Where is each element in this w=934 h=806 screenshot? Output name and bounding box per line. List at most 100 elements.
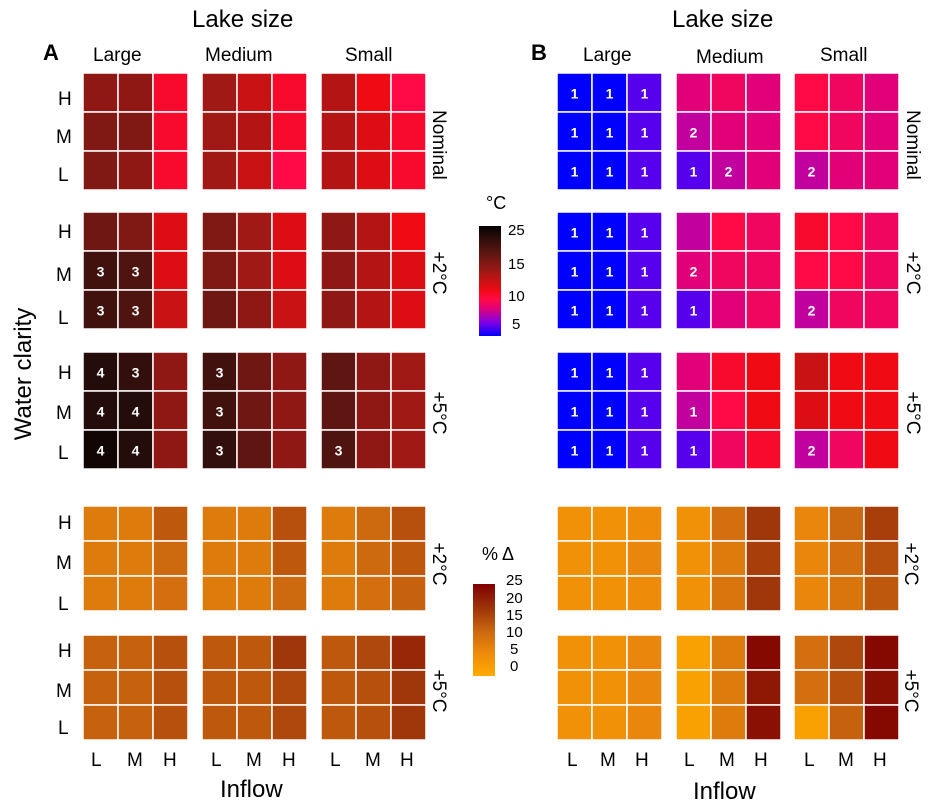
panel-a-pct-s1-medium-cell-r1-c2 bbox=[271, 669, 308, 706]
panel-b-temp-s2-large-label-r2-c2: 1 bbox=[641, 443, 649, 459]
panel-b-pct-s0-medium-cell-r1-c0 bbox=[675, 540, 712, 577]
panel-a-size-small: Small bbox=[345, 45, 393, 66]
panel-b-pct-s0-large-cell-r2-c0 bbox=[556, 575, 593, 612]
panel-a-temp-s2-medium-label-r0-c0: 3 bbox=[216, 365, 224, 381]
panel-b-temp-s0-small-cell-r0-c0 bbox=[793, 72, 830, 113]
panel-b-pct-s0-small-cell-r0-c2 bbox=[863, 505, 900, 542]
scenario-b-nominal: Nominal bbox=[902, 110, 923, 180]
panel-a-temp-s0-large-cell-r1-c0 bbox=[82, 111, 119, 152]
panel-b-pct-s1-medium-cell-r2-c2 bbox=[745, 704, 782, 741]
panel-a-temp-s0-medium-cell-r2-c2 bbox=[271, 150, 308, 191]
panel-b-pct-s1-medium-cell-r1-c2 bbox=[745, 669, 782, 706]
clarity-label-m-plus2: M bbox=[56, 265, 72, 286]
panel-a-pct-s0-medium-cell-r2-c0 bbox=[201, 575, 238, 612]
panel-a-temp-s2-medium-cell-r1-c0 bbox=[201, 390, 238, 431]
panel-a-temp-s2-small-cell-r1-c0 bbox=[320, 390, 357, 431]
panel-b-pct-s0-medium-cell-r1-c2 bbox=[745, 540, 782, 577]
panel-b-size-small: Small bbox=[820, 45, 868, 66]
panel-b-temp-s1-large-label-r2-c2: 1 bbox=[641, 303, 649, 319]
panel-a-pct-s0-small-cell-r0-c0 bbox=[320, 505, 357, 542]
panel-a-temp-s2-large-cell-r1-c1 bbox=[117, 390, 154, 431]
panel-a-pct-s0-large-cell-r1-c1 bbox=[117, 540, 154, 577]
panel-b-pct-s1-large-cell-r2-c2 bbox=[626, 704, 663, 741]
panel-b-pct-s1-medium-cell-r0-c0 bbox=[675, 634, 712, 671]
panel-a-letter: A bbox=[43, 40, 59, 65]
panel-a-temp-s1-medium-cell-r0-c2 bbox=[271, 211, 308, 252]
panel-b-temp-s2-large-cell-r2-c1 bbox=[591, 429, 628, 470]
panel-b-lake-size-title: Lake size bbox=[672, 6, 774, 33]
panel-a-temp-s2-medium-label-r1-c0: 3 bbox=[216, 404, 224, 420]
panel-b-temp-s1-small-cell-r1-c0 bbox=[793, 250, 830, 291]
inflow-label-b-medium-h: H bbox=[754, 750, 768, 771]
panel-b-temp-s2-large-cell-r2-c2 bbox=[626, 429, 663, 470]
panel-b-temp-s2-large-label-r1-c1: 1 bbox=[606, 404, 614, 420]
panel-b-temp-s0-small-cell-r2-c0 bbox=[793, 150, 830, 191]
panel-b-temp-s0-large-cell-r1-c1 bbox=[591, 111, 628, 152]
inflow-label-b-small-h: H bbox=[873, 750, 887, 771]
clarity-label-m-delta2: M bbox=[56, 553, 72, 574]
panel-b-temp-s0-large-cell-r2-c1 bbox=[591, 150, 628, 191]
panel-b-pct-s1-large-cell-r2-c0 bbox=[556, 704, 593, 741]
panel-a-pct-s0-large-cell-r0-c2 bbox=[152, 505, 189, 542]
panel-b-temp-s1-large-cell-r2-c2 bbox=[626, 289, 663, 330]
panel-b-temp-s1-medium-cell-r1-c1 bbox=[710, 250, 747, 291]
panel-b-temp-s0-small-cell-r1-c1 bbox=[828, 111, 865, 152]
panel-b-temp-s2-large-label-r1-c0: 1 bbox=[571, 404, 579, 420]
clarity-label-l-plus2: L bbox=[58, 308, 69, 329]
panel-b-temp-s0-large-label-r0-c0: 1 bbox=[571, 86, 579, 102]
scenario-a-nominal: Nominal bbox=[428, 110, 449, 180]
panel-a-temp-s2-medium-cell-r0-c1 bbox=[236, 351, 273, 392]
inflow-label-b-small-l: L bbox=[804, 750, 815, 771]
panel-b-temp-s2-small-cell-r0-c2 bbox=[863, 351, 900, 392]
panel-b-pct-s1-medium-cell-r0-c2 bbox=[745, 634, 782, 671]
panel-b-pct-s1-small-cell-r0-c1 bbox=[828, 634, 865, 671]
panel-a-temp-s2-small-cell-r2-c1 bbox=[355, 429, 392, 470]
panel-a-temp-s2-medium-cell-r2-c1 bbox=[236, 429, 273, 470]
panel-b-temp-s2-medium-label-r2-c0: 1 bbox=[690, 443, 698, 459]
panel-b-temp-s0-large-label-r2-c0: 1 bbox=[571, 164, 579, 180]
panel-b-temp-s2-small-cell-r2-c2 bbox=[863, 429, 900, 470]
panel-b-temp-s1-large-label-r0-c2: 1 bbox=[641, 225, 649, 241]
panel-a-temp-s0-medium-cell-r0-c0 bbox=[201, 72, 238, 113]
panel-b-pct-s0-medium-cell-r2-c0 bbox=[675, 575, 712, 612]
panel-a-pct-s1-large-cell-r1-c0 bbox=[82, 669, 119, 706]
panel-b-pct-s1-medium-cell-r2-c0 bbox=[675, 704, 712, 741]
percent-legend-tick-10: 10 bbox=[506, 624, 523, 641]
panel-b-temp-s2-large-label-r0-c2: 1 bbox=[641, 365, 649, 381]
panel-a-pct-s1-medium-cell-r0-c1 bbox=[236, 634, 273, 671]
panel-b-temp-s2-small-cell-r1-c0 bbox=[793, 390, 830, 431]
panel-a-temp-s0-medium-cell-r2-c1 bbox=[236, 150, 273, 191]
panel-a-lake-size-title: Lake size bbox=[192, 6, 294, 33]
panel-a-pct-s1-large-cell-r0-c1 bbox=[117, 634, 154, 671]
clarity-label-l-nominal: L bbox=[58, 165, 69, 186]
panel-b-temp-s2-medium-cell-r2-c2 bbox=[745, 429, 782, 470]
panel-a-pct-s0-small-cell-r2-c1 bbox=[355, 575, 392, 612]
panel-b-temp-s0-small-cell-r2-c1 bbox=[828, 150, 865, 191]
panel-b-size-medium: Medium bbox=[696, 47, 764, 68]
panel-a-temp-s2-large-cell-r2-c0 bbox=[82, 429, 119, 470]
panel-a-pct-s1-large-cell-r2-c2 bbox=[152, 704, 189, 741]
inflow-label-a-medium-m: M bbox=[246, 750, 262, 771]
panel-a-pct-s1-large-cell-r0-c2 bbox=[152, 634, 189, 671]
panel-b-temp-s0-medium-cell-r2-c2 bbox=[745, 150, 782, 191]
panel-b-temp-s0-medium-label-r2-c0: 1 bbox=[690, 164, 698, 180]
panel-b-temp-s0-medium-label-r2-c1: 2 bbox=[725, 164, 733, 180]
panel-a-pct-s1-small-cell-r0-c1 bbox=[355, 634, 392, 671]
panel-b-pct-s0-large-cell-r1-c2 bbox=[626, 540, 663, 577]
panel-b-temp-s1-large-cell-r2-c0 bbox=[556, 289, 593, 330]
panel-a-pct-s1-medium-cell-r0-c0 bbox=[201, 634, 238, 671]
panel-b-pct-s1-small-cell-r2-c0 bbox=[793, 704, 830, 741]
panel-a-temp-s0-medium-cell-r0-c1 bbox=[236, 72, 273, 113]
panel-b-temp-s0-medium-cell-r2-c0 bbox=[675, 150, 712, 191]
inflow-label-a-small-h: H bbox=[400, 750, 414, 771]
inflow-label-a-medium-h: H bbox=[282, 750, 296, 771]
panel-b-temp-s1-small-cell-r0-c2 bbox=[863, 211, 900, 252]
panel-b-pct-s0-large-cell-r0-c0 bbox=[556, 505, 593, 542]
panel-a-temp-s1-large-cell-r0-c2 bbox=[152, 211, 189, 252]
panel-a-pct-s1-small-cell-r1-c2 bbox=[390, 669, 427, 706]
panel-b-pct-s0-small-cell-r2-c0 bbox=[793, 575, 830, 612]
panel-b-temp-s1-small-cell-r1-c1 bbox=[828, 250, 865, 291]
panel-b-temp-s2-small-cell-r0-c1 bbox=[828, 351, 865, 392]
clarity-label-h-nominal: H bbox=[58, 89, 72, 110]
panel-b-temp-s1-large-cell-r0-c1 bbox=[591, 211, 628, 252]
